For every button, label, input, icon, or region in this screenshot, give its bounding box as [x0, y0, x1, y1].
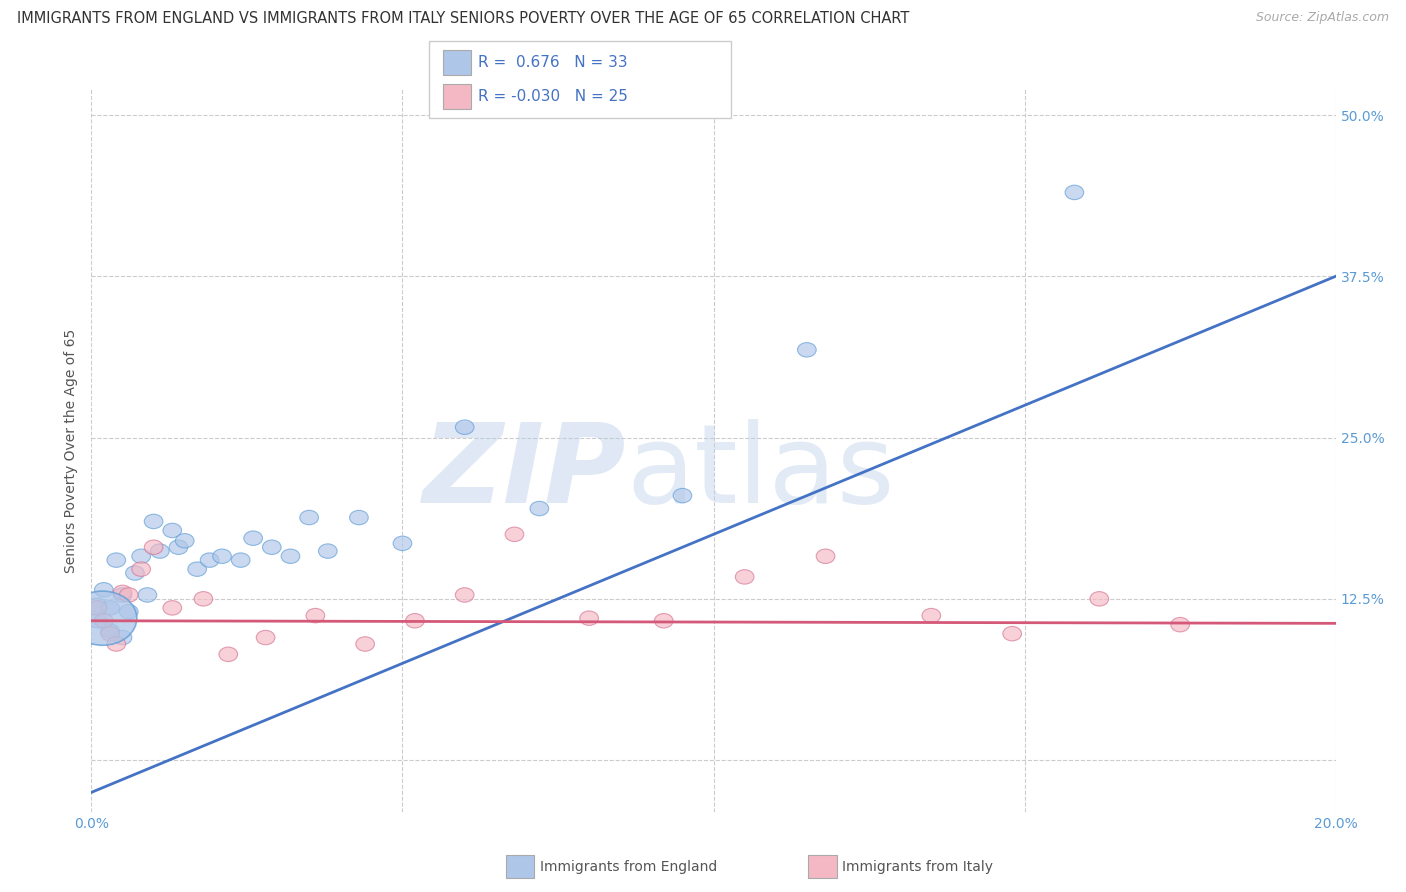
Ellipse shape — [319, 544, 337, 558]
Text: Source: ZipAtlas.com: Source: ZipAtlas.com — [1256, 11, 1389, 24]
Ellipse shape — [145, 540, 163, 555]
Ellipse shape — [456, 588, 474, 602]
Ellipse shape — [1090, 591, 1108, 606]
Ellipse shape — [922, 608, 941, 623]
Ellipse shape — [797, 343, 817, 357]
Text: ZIP: ZIP — [423, 418, 627, 525]
Ellipse shape — [505, 527, 524, 541]
Ellipse shape — [256, 631, 276, 645]
Ellipse shape — [530, 501, 548, 516]
Ellipse shape — [163, 524, 181, 538]
Ellipse shape — [817, 549, 835, 564]
Ellipse shape — [112, 631, 132, 645]
Ellipse shape — [194, 591, 212, 606]
Ellipse shape — [101, 624, 120, 639]
Ellipse shape — [281, 549, 299, 564]
Ellipse shape — [101, 600, 120, 615]
Ellipse shape — [150, 544, 169, 558]
Ellipse shape — [307, 608, 325, 623]
Ellipse shape — [219, 647, 238, 662]
Text: IMMIGRANTS FROM ENGLAND VS IMMIGRANTS FROM ITALY SENIORS POVERTY OVER THE AGE OF: IMMIGRANTS FROM ENGLAND VS IMMIGRANTS FR… — [17, 11, 910, 26]
Ellipse shape — [163, 600, 181, 615]
Ellipse shape — [263, 540, 281, 555]
Ellipse shape — [101, 626, 120, 640]
Ellipse shape — [200, 553, 219, 567]
Ellipse shape — [405, 614, 425, 628]
Ellipse shape — [89, 598, 107, 613]
Ellipse shape — [673, 489, 692, 503]
Ellipse shape — [212, 549, 232, 564]
Ellipse shape — [145, 514, 163, 529]
Ellipse shape — [456, 420, 474, 434]
Ellipse shape — [107, 553, 125, 567]
Ellipse shape — [579, 611, 599, 625]
Ellipse shape — [735, 570, 754, 584]
Ellipse shape — [350, 510, 368, 524]
Ellipse shape — [132, 562, 150, 576]
Ellipse shape — [125, 566, 145, 581]
Ellipse shape — [299, 510, 319, 524]
Ellipse shape — [112, 585, 132, 599]
Ellipse shape — [1002, 626, 1022, 640]
Ellipse shape — [94, 614, 112, 628]
Ellipse shape — [1066, 186, 1084, 200]
Y-axis label: Seniors Poverty Over the Age of 65: Seniors Poverty Over the Age of 65 — [63, 328, 77, 573]
Ellipse shape — [1171, 617, 1189, 632]
Ellipse shape — [394, 536, 412, 550]
Ellipse shape — [356, 637, 374, 651]
Ellipse shape — [112, 588, 132, 602]
Ellipse shape — [654, 614, 673, 628]
Ellipse shape — [188, 562, 207, 576]
Ellipse shape — [138, 588, 156, 602]
Ellipse shape — [89, 600, 107, 615]
Ellipse shape — [232, 553, 250, 567]
Text: Immigrants from Italy: Immigrants from Italy — [842, 860, 993, 874]
Ellipse shape — [120, 605, 138, 619]
Ellipse shape — [120, 588, 138, 602]
Ellipse shape — [94, 582, 112, 597]
Text: R =  0.676   N = 33: R = 0.676 N = 33 — [478, 55, 627, 70]
Ellipse shape — [132, 549, 150, 564]
Ellipse shape — [243, 531, 263, 545]
Ellipse shape — [69, 591, 136, 645]
Ellipse shape — [107, 637, 125, 651]
Ellipse shape — [176, 533, 194, 548]
Ellipse shape — [89, 614, 107, 628]
Text: atlas: atlas — [627, 418, 896, 525]
Text: Immigrants from England: Immigrants from England — [540, 860, 717, 874]
Text: R = -0.030   N = 25: R = -0.030 N = 25 — [478, 89, 628, 103]
Ellipse shape — [169, 540, 188, 555]
